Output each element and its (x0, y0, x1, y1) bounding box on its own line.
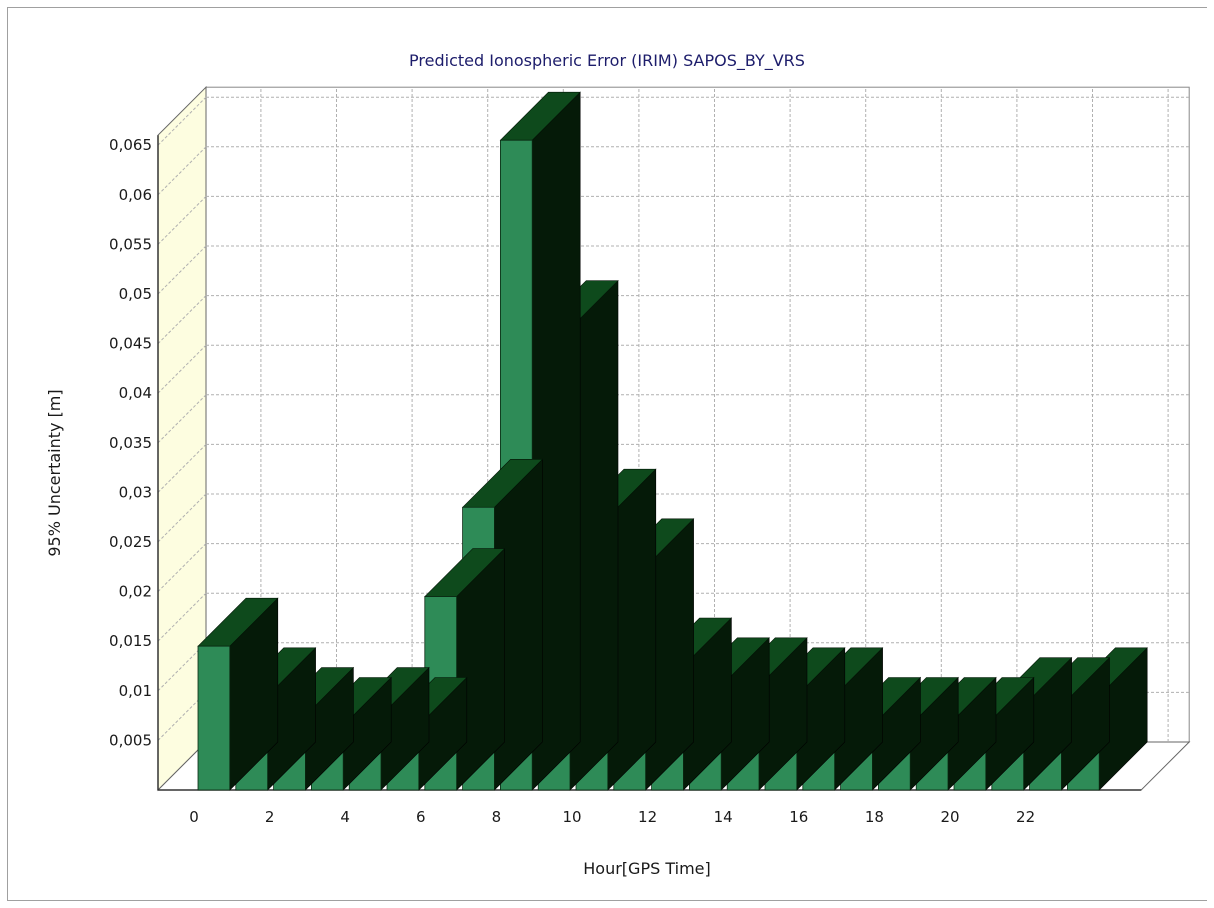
grid-line-side (157, 146, 207, 196)
y-tick-label: 0,025 (109, 533, 152, 551)
y-axis-title: 95% Uncertainty [m] (45, 389, 64, 556)
y-tick-label: 0,06 (119, 186, 152, 204)
y-tick-label: 0,005 (109, 731, 152, 749)
y-tick-label: 0,055 (109, 235, 152, 253)
y-tick-label: 0,05 (119, 285, 152, 303)
grid-line-side (157, 444, 207, 493)
y-tick-labels: 0,005 0,01 0,015 0,02 0,025 0,03 0,035 0,04 0,04… (109, 136, 152, 749)
x-tick-label: 18 (865, 808, 884, 826)
grid-line-side (157, 295, 207, 344)
x-tick-label: 16 (789, 808, 808, 826)
grid-line-side (157, 543, 207, 592)
x-tick-label: 10 (562, 808, 581, 826)
grid-line-side (157, 344, 207, 394)
x-tick-label: 4 (340, 808, 350, 826)
x-tick-labels: 0 2 4 6 8 10 12 14 16 18 20 22 (189, 808, 1035, 826)
y-tick-label: 0,065 (109, 136, 152, 154)
y-tick-label: 0,03 (119, 483, 152, 501)
x-tick-label: 22 (1016, 808, 1035, 826)
x-tick-label: 0 (189, 808, 199, 826)
x-axis-title: Hour[GPS Time] (583, 859, 710, 878)
bar (197, 645, 231, 791)
grid-line-side (157, 394, 207, 444)
y-tick-label: 0,04 (119, 384, 152, 402)
grid-lines (157, 87, 1190, 742)
x-tick-label: 12 (638, 808, 657, 826)
grid-line-side (157, 96, 207, 146)
y-tick-label: 0,035 (109, 434, 152, 452)
y-tick-label: 0,015 (109, 632, 152, 650)
y-tick-label: 0,045 (109, 335, 152, 353)
bars (197, 91, 1148, 791)
chart-svg: 0,005 0,01 0,015 0,02 0,025 0,03 0,035 0,04 0,04… (45, 51, 1191, 878)
x-tick-label: 14 (714, 808, 733, 826)
y-tick-label: 0,01 (119, 682, 152, 700)
grid-line-side (157, 196, 207, 245)
y-tick-label: 0,02 (119, 583, 152, 601)
x-tick-label: 6 (416, 808, 426, 826)
chart-title: Predicted Ionospheric Error (IRIM) SAPOS… (409, 51, 805, 71)
x-tick-label: 8 (492, 808, 502, 826)
chart-frame: 0,005 0,01 0,015 0,02 0,025 0,03 0,035 0,04 0,04… (7, 7, 1207, 901)
grid-line-side (157, 245, 207, 295)
grid-line-side (157, 493, 207, 543)
x-tick-label: 20 (940, 808, 959, 826)
grid-line-side (157, 592, 207, 642)
x-tick-label: 2 (265, 808, 275, 826)
